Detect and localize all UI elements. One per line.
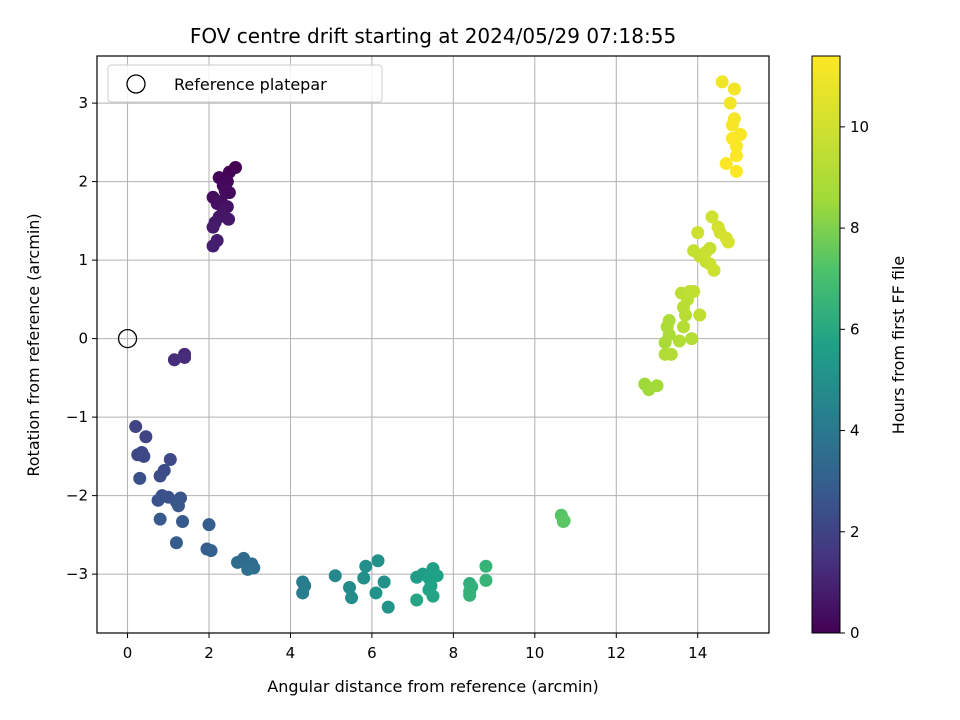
data-point — [715, 75, 729, 89]
data-point — [241, 562, 255, 576]
data-point — [371, 554, 385, 568]
data-point — [426, 589, 440, 603]
legend-marker — [126, 74, 146, 94]
data-point — [169, 536, 183, 550]
y-tick-label: 1 — [78, 251, 88, 269]
data-point — [479, 573, 493, 587]
x-tick-label: 2 — [204, 644, 214, 662]
data-point — [206, 239, 220, 253]
colorbar-label: Hours from first FF file — [889, 256, 908, 435]
x-tick-label: 12 — [607, 644, 626, 662]
data-point — [662, 314, 676, 328]
data-point — [369, 586, 383, 600]
data-point — [129, 420, 143, 434]
y-tick-label: −3 — [66, 565, 88, 583]
data-point — [729, 164, 743, 178]
data-point — [410, 593, 424, 607]
data-point — [705, 210, 719, 224]
data-point — [676, 320, 690, 334]
y-axis-label: Rotation from reference (arcmin) — [24, 213, 43, 476]
data-point — [723, 96, 737, 110]
grid-lines — [97, 56, 769, 633]
x-tick-label: 10 — [525, 644, 544, 662]
data-point — [133, 471, 147, 485]
data-point — [725, 118, 739, 132]
data-point — [178, 350, 192, 364]
data-point — [729, 139, 743, 153]
colorbar-tick-label: 0 — [850, 624, 860, 642]
data-point — [687, 285, 701, 299]
data-point — [176, 515, 190, 529]
data-point — [721, 235, 735, 249]
colorbar-tick-label: 10 — [850, 118, 869, 136]
x-tick-label: 4 — [286, 644, 296, 662]
data-point — [328, 569, 342, 583]
data-points — [129, 75, 747, 614]
data-point — [151, 493, 165, 507]
data-point — [650, 379, 664, 393]
data-point — [359, 559, 373, 573]
data-point — [343, 580, 357, 594]
data-point — [222, 186, 236, 200]
data-point — [139, 430, 153, 444]
x-axis-label: Angular distance from reference (arcmin) — [267, 677, 598, 696]
y-tick-label: −2 — [66, 487, 88, 505]
y-tick-label: 3 — [78, 94, 88, 112]
data-point — [137, 449, 151, 463]
x-tick-label: 14 — [688, 644, 707, 662]
colorbar-ticks: 0 2 4 6 8 10 — [840, 118, 869, 642]
data-point — [672, 334, 686, 348]
colorbar-tick-label: 6 — [850, 320, 860, 338]
data-point — [202, 518, 216, 532]
data-point — [377, 575, 391, 589]
data-point — [693, 308, 707, 322]
data-point — [167, 353, 181, 367]
data-point — [727, 82, 741, 96]
x-axis-ticks: 0 2 4 6 8 10 12 14 — [123, 633, 707, 662]
x-tick-label: 8 — [449, 644, 459, 662]
legend: Reference platepar — [107, 64, 383, 103]
data-point — [664, 347, 678, 361]
y-tick-label: 0 — [78, 330, 88, 348]
legend-label: Reference platepar — [174, 75, 327, 94]
data-point — [357, 571, 371, 585]
data-point — [707, 263, 721, 277]
reference-point-marker — [117, 328, 138, 349]
chart-title: FOV centre drift starting at 2024/05/29 … — [190, 24, 676, 48]
data-point — [430, 569, 444, 583]
data-point — [206, 220, 220, 234]
data-point — [222, 212, 236, 226]
data-point — [729, 149, 743, 163]
y-axis-ticks: −3 −2 −1 0 1 2 3 — [66, 94, 97, 583]
data-point — [153, 512, 167, 526]
data-point — [719, 157, 733, 171]
data-point — [204, 544, 218, 558]
colorbar-gradient — [811, 55, 841, 634]
x-tick-label: 6 — [367, 644, 377, 662]
legend-box — [107, 64, 383, 103]
data-point — [685, 332, 699, 346]
colorbar-tick-label: 8 — [850, 219, 860, 237]
x-tick-label: 0 — [123, 644, 133, 662]
data-point — [345, 591, 359, 605]
colorbar-tick-label: 4 — [850, 422, 860, 440]
data-point — [479, 559, 493, 573]
data-point — [463, 588, 477, 602]
colorbar-tick-label: 2 — [850, 523, 860, 541]
data-point — [691, 226, 705, 240]
data-point — [153, 469, 167, 483]
y-tick-label: 2 — [78, 173, 88, 191]
plot-frame — [96, 55, 770, 634]
data-point — [163, 453, 177, 467]
data-point — [296, 586, 310, 600]
colorbar: 0 2 4 6 8 10 Hours from first FF file — [811, 55, 908, 642]
data-point — [699, 245, 713, 259]
y-tick-label: −1 — [66, 408, 88, 426]
data-point — [557, 514, 571, 528]
data-point — [381, 600, 395, 614]
data-point — [171, 499, 185, 513]
